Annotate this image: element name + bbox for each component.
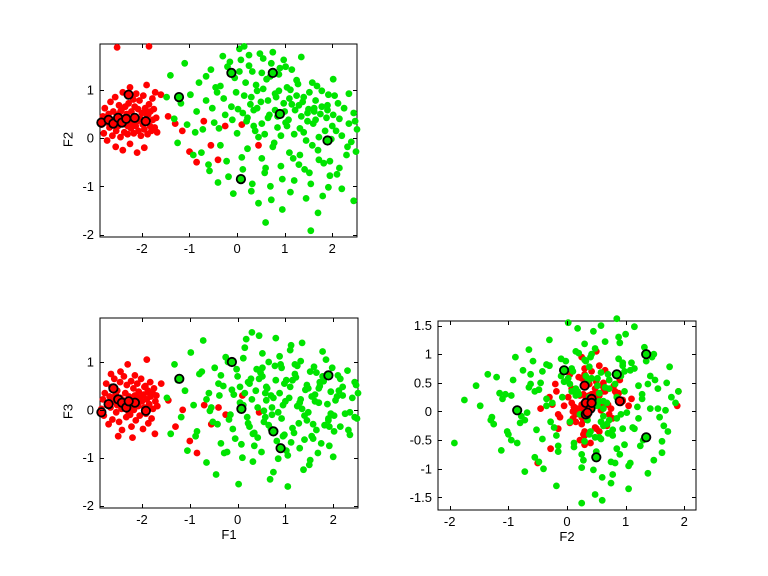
green-points — [163, 43, 361, 235]
x-tick-labels: -2 -1 0 1 2 — [136, 512, 337, 527]
y-tick-labels: -2 -1 0 1 — [82, 355, 94, 514]
svg-text:-1: -1 — [420, 461, 432, 476]
axis-ticks — [100, 318, 358, 508]
svg-text:0: 0 — [87, 131, 94, 146]
svg-text:1: 1 — [622, 514, 629, 529]
svg-text:-1: -1 — [184, 241, 196, 256]
plot-area-f1-f2: -2 -1 0 1 2 -2 -1 0 1 — [82, 43, 361, 256]
svg-text:-1: -1 — [503, 514, 515, 529]
svg-text:0: 0 — [234, 512, 241, 527]
svg-text:1.5: 1.5 — [414, 318, 432, 333]
svg-text:1: 1 — [281, 241, 288, 256]
svg-text:1: 1 — [87, 82, 94, 97]
svg-text:-2: -2 — [136, 241, 148, 256]
svg-text:-2: -2 — [82, 498, 94, 513]
plot-area-f1-f3: -2 -1 0 1 2 -2 -1 0 1 — [82, 317, 362, 527]
svg-text:0: 0 — [233, 241, 240, 256]
svg-text:2: 2 — [329, 241, 336, 256]
x-axis-label: F1 — [221, 527, 237, 542]
green-points — [451, 315, 682, 507]
svg-text:-2: -2 — [444, 514, 456, 529]
svg-text:1: 1 — [425, 347, 432, 362]
svg-text:2: 2 — [681, 514, 688, 529]
highlighted-points — [96, 67, 333, 185]
svg-text:0.5: 0.5 — [414, 375, 432, 390]
svg-text:-1: -1 — [82, 450, 94, 465]
y-tick-labels: -2 -1 0 1 — [82, 82, 94, 242]
svg-text:0: 0 — [87, 402, 94, 417]
plot-area-f2-f3: -2 -1 0 1 2 -1.5 -1 -0.5 0 0.5 1 1.5 — [410, 315, 697, 529]
svg-text:-1: -1 — [184, 512, 196, 527]
x-tick-labels: -2 -1 0 1 2 — [444, 514, 688, 529]
highlighted-points — [512, 349, 652, 463]
svg-text:0: 0 — [425, 404, 432, 419]
axis-ticks — [100, 44, 357, 237]
svg-text:-2: -2 — [82, 227, 94, 242]
svg-text:1: 1 — [282, 512, 289, 527]
x-axis-label: F2 — [559, 529, 575, 544]
svg-text:0: 0 — [563, 514, 570, 529]
highlighted-points — [96, 356, 334, 454]
svg-text:-0.5: -0.5 — [410, 433, 432, 448]
svg-text:-2: -2 — [136, 512, 148, 527]
svg-text:-1.5: -1.5 — [410, 490, 432, 505]
y-tick-labels: -1.5 -1 -0.5 0 0.5 1 1.5 — [410, 318, 432, 505]
svg-text:-1: -1 — [82, 179, 94, 194]
svg-text:2: 2 — [330, 512, 337, 527]
axis-ticks — [438, 321, 696, 510]
x-tick-labels: -2 -1 0 1 2 — [136, 241, 336, 256]
svg-text:1: 1 — [87, 355, 94, 370]
